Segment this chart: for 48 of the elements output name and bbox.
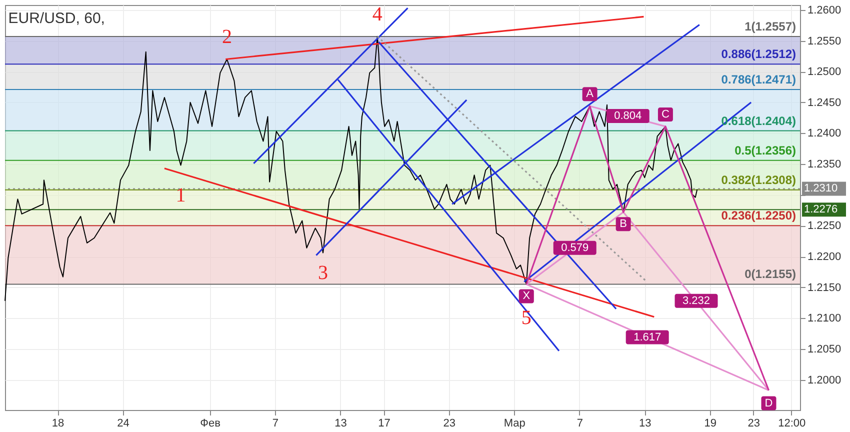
x-tick-label: 23 (443, 418, 456, 430)
annotation: B (620, 218, 628, 230)
x-tick-label: 13 (639, 418, 652, 430)
ref-line-label: 0.886(1.2512) (721, 47, 796, 62)
y-tick-label: 1.2600 (808, 4, 842, 16)
x-tick-label: Фев (200, 418, 221, 430)
y-tick-label: 1.2200 (808, 251, 842, 264)
y-tick-label: 1.2550 (808, 35, 842, 48)
annotation: 1 (176, 184, 186, 206)
annotation: X (522, 290, 531, 302)
x-tick-label: 18 (52, 418, 64, 430)
ref-line-label: 1.2310 (804, 182, 838, 195)
annotation: 3 (318, 262, 328, 284)
annotation: 3.232 (682, 294, 710, 307)
annotation: D (764, 397, 773, 410)
y-tick-label: 1.2500 (808, 66, 842, 78)
x-tick-label: 24 (117, 418, 130, 430)
ref-line-label: 1.2276 (804, 204, 838, 216)
y-tick-label: 1.2350 (808, 158, 842, 171)
annotation: C (661, 108, 670, 120)
ref-line-label: 0.236(1.2250) (721, 208, 796, 223)
annotation: 5 (521, 307, 532, 330)
annotation: A (586, 88, 594, 100)
ref-line-label: 0.5(1.2356) (734, 143, 796, 158)
y-tick-label: 1.2000 (808, 374, 842, 386)
x-tick-label: 23 (748, 418, 760, 430)
x-tick-label: 7 (576, 418, 583, 430)
ref-line-label: 0.382(1.2308) (721, 172, 796, 187)
x-tick-label: 17 (378, 418, 390, 430)
x-tick-label: 7 (272, 418, 279, 430)
y-tick-label: 1.2250 (808, 220, 842, 232)
x-tick-label: 13 (334, 418, 347, 430)
annotation: 4 (372, 3, 382, 26)
x-tick-label: 19 (704, 418, 716, 430)
y-tick-label: 1.2450 (808, 96, 842, 109)
y-tick-label: 1.2050 (808, 343, 842, 356)
ref-line-label: 1(1.2557) (744, 19, 796, 34)
x-tick-label: 12:00 (778, 418, 806, 430)
annotation: 0.579 (561, 242, 589, 254)
y-tick-label: 1.2100 (808, 312, 842, 325)
x-tick-label: Мар (504, 418, 526, 430)
y-tick-label: 1.2150 (808, 282, 842, 294)
annotation: 0.804 (614, 110, 642, 122)
y-tick-label: 1.2400 (808, 128, 842, 140)
chart-title: EUR/USD, 60, (8, 10, 105, 27)
ref-line-label: 0(1.2155) (744, 267, 796, 282)
annotation: 1.617 (634, 331, 662, 344)
ref-line-label: 0.786(1.2471) (721, 72, 796, 86)
